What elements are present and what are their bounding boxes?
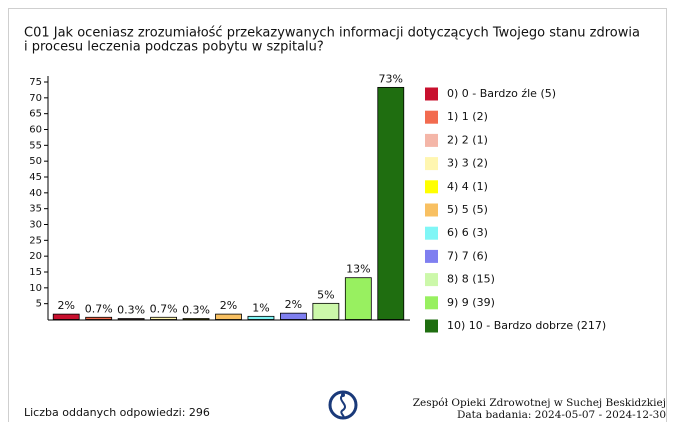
legend-swatch xyxy=(425,180,438,194)
y-tick-label: 60 xyxy=(29,125,42,136)
y-tick-label: 45 xyxy=(29,172,42,183)
value-label: 73% xyxy=(379,72,403,85)
legend-swatch xyxy=(425,133,438,147)
legend-label: 7) 7 (6) xyxy=(447,249,488,262)
bar xyxy=(280,312,307,320)
bar xyxy=(117,318,145,320)
legend-swatch xyxy=(425,110,438,124)
value-label: 5% xyxy=(317,288,334,301)
bar xyxy=(85,316,113,320)
y-tick-label: 65 xyxy=(29,109,42,120)
survey-date: Data badania: 2024-05-07 - 2024-12-30 xyxy=(457,409,666,421)
value-label: 0.3% xyxy=(117,304,145,317)
legend-swatch xyxy=(425,226,438,240)
value-label: 2% xyxy=(58,299,75,312)
legend-label: 5) 5 (5) xyxy=(447,203,488,216)
legend-swatch xyxy=(425,157,438,171)
value-label: 0.7% xyxy=(85,302,113,315)
y-tick-label: 55 xyxy=(29,140,42,151)
bar xyxy=(344,277,372,320)
y-tick-label: 30 xyxy=(29,220,42,231)
y-tick-label: 40 xyxy=(29,188,42,199)
legend-label: 6) 6 (3) xyxy=(447,226,488,239)
y-tick-label: 70 xyxy=(29,93,42,104)
bar xyxy=(52,313,80,320)
logo xyxy=(328,390,358,420)
y-tick-label: 25 xyxy=(29,235,42,246)
legend-swatch xyxy=(425,203,438,217)
legend-label: 4) 4 (1) xyxy=(447,180,488,193)
bar xyxy=(215,313,242,320)
legend-swatch xyxy=(425,249,438,263)
legend-swatch xyxy=(425,273,438,287)
legend-swatch xyxy=(425,296,438,310)
legend-label: 10) 10 - Bardzo dobrze (217) xyxy=(447,319,606,332)
legend-swatch xyxy=(425,87,438,101)
y-tick-label: 35 xyxy=(29,204,42,215)
bar xyxy=(182,318,210,320)
y-tick-label: 50 xyxy=(29,156,42,167)
bar xyxy=(247,315,275,320)
y-tick-label: 15 xyxy=(29,267,42,278)
bar xyxy=(150,316,177,320)
legend-label: 9) 9 (39) xyxy=(447,296,495,309)
value-label: 2% xyxy=(285,298,302,311)
chart-title: i procesu leczenia podczas pobytu w szpi… xyxy=(24,40,324,55)
response-count: Liczba oddanych odpowiedzi: 296 xyxy=(24,406,210,419)
legend-label: 2) 2 (1) xyxy=(447,133,488,146)
bar xyxy=(312,302,340,320)
legend-label: 8) 8 (15) xyxy=(447,273,495,286)
value-label: 2% xyxy=(220,299,237,312)
y-tick-label: 75 xyxy=(29,77,42,88)
bar xyxy=(377,86,405,320)
value-label: 1% xyxy=(252,301,269,314)
value-label: 13% xyxy=(346,263,370,276)
value-label: 0.7% xyxy=(150,302,178,315)
y-tick-label: 10 xyxy=(29,283,42,294)
value-label: 0.3% xyxy=(182,304,210,317)
y-tick-label: 5 xyxy=(36,299,42,310)
legend-swatch xyxy=(425,319,438,333)
legend-label: 3) 3 (2) xyxy=(447,157,488,170)
chart-title: C01 Jak oceniasz zrozumiałość przekazywa… xyxy=(24,26,640,41)
legend-label: 0) 0 - Bardzo źle (5) xyxy=(447,87,556,100)
frame xyxy=(8,8,667,422)
legend-label: 1) 1 (2) xyxy=(447,110,488,123)
organization: Zespół Opieki Zdrowotnej w Suchej Beskid… xyxy=(413,397,666,409)
y-tick-label: 20 xyxy=(29,251,42,262)
